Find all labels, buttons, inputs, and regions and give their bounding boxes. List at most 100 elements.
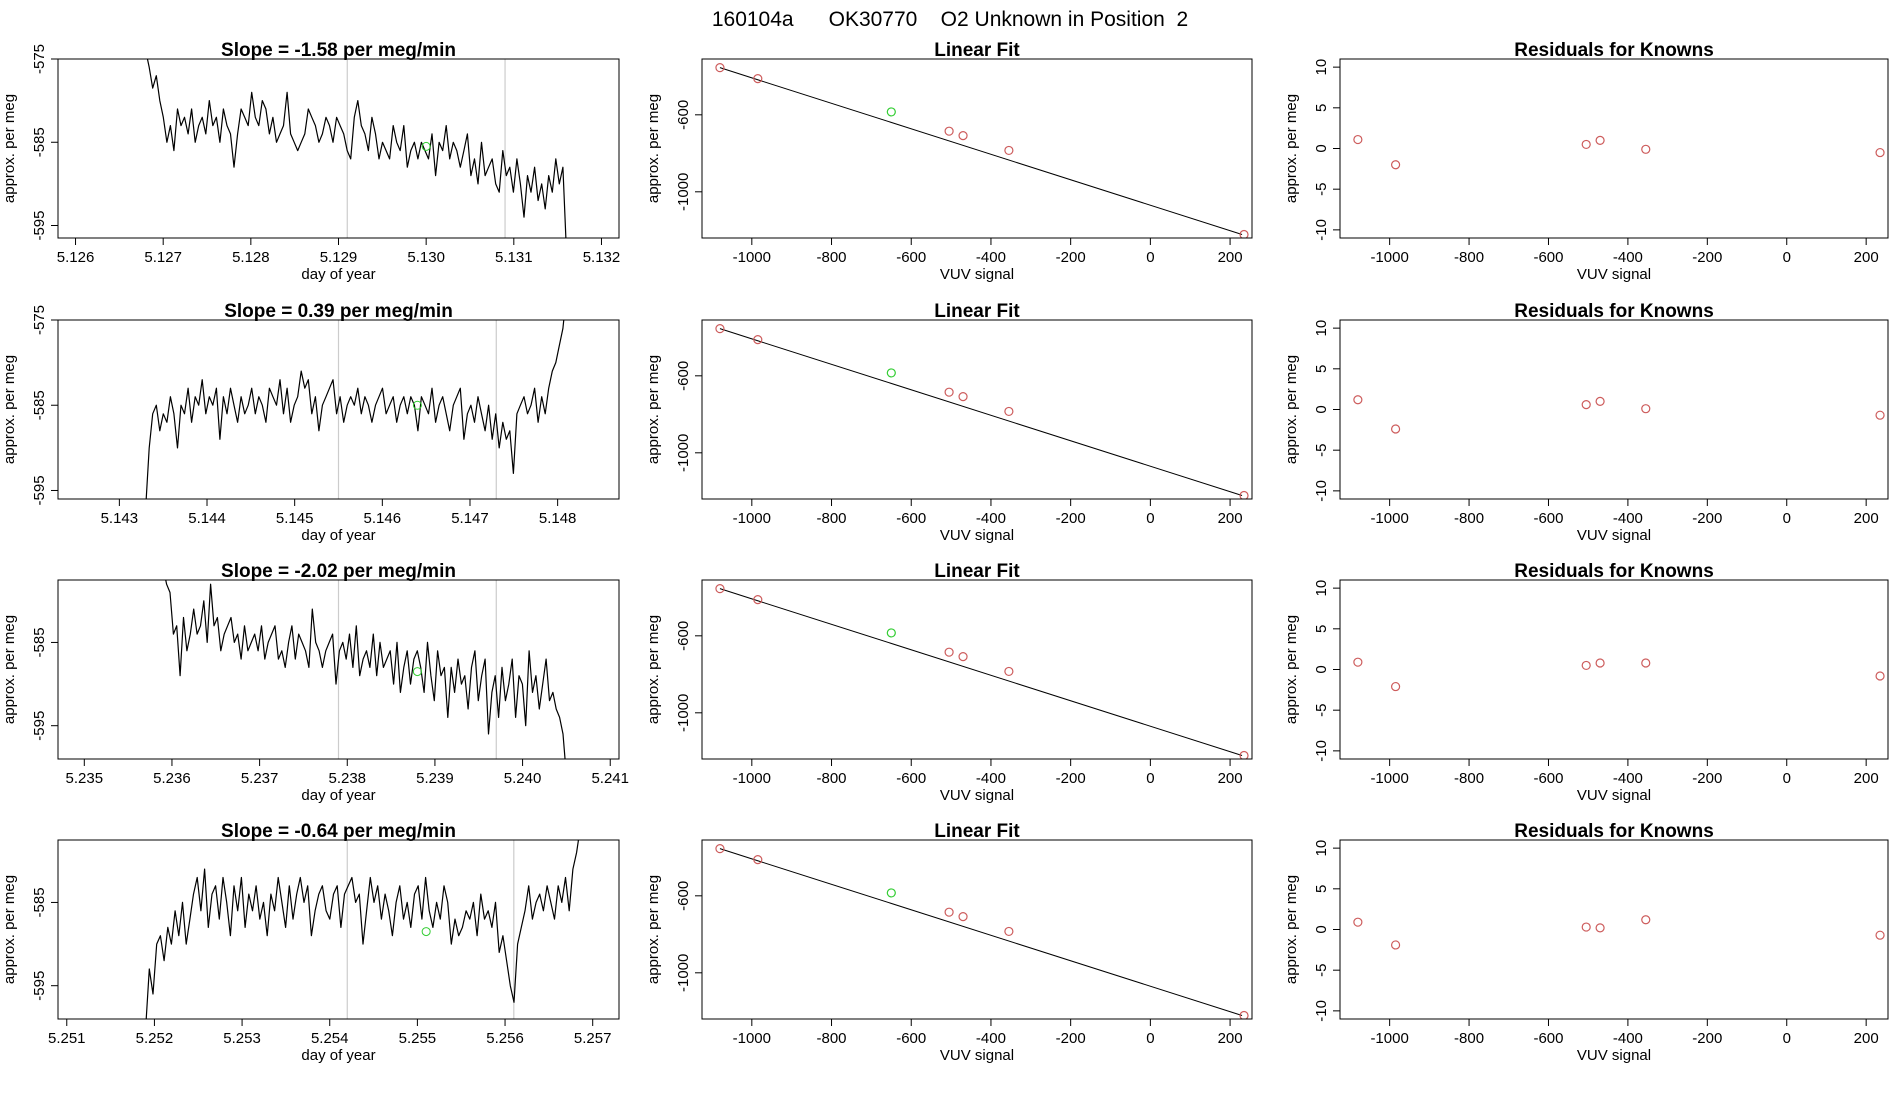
series-line: [146, 59, 567, 238]
x-tick-label: 5.240: [504, 770, 542, 787]
x-tick-label: 5.145: [276, 510, 314, 527]
known-point: [753, 855, 763, 865]
panel-r1-c2: Linear Fit -1000 -800 -600 -400 -200 0 200 -600 -…: [645, 40, 1253, 283]
panel-r4-c3-plot-area: [1353, 915, 1885, 950]
x-tick-label: 5.251: [48, 1030, 86, 1047]
plot-frame: [701, 319, 1253, 500]
panel-r1-c1-plot-area: [146, 59, 567, 238]
x-tick-label: 5.143: [101, 510, 139, 527]
x-tick-label: 0: [1146, 1030, 1154, 1047]
y-axis-label: approx. per meg: [645, 355, 662, 464]
known-point: [944, 907, 954, 917]
series-line: [145, 840, 580, 1019]
panel-title: Slope = -1.58 per meg/min: [221, 40, 456, 61]
fit-line: [719, 588, 1243, 757]
x-axis-label: VUV signal: [1577, 787, 1651, 804]
x-tick-label: -600: [896, 249, 926, 266]
x-axis-label: VUV signal: [940, 266, 1014, 283]
known-point: [1875, 671, 1885, 681]
x-tick-label: 5.241: [591, 770, 629, 787]
known-point: [1353, 395, 1363, 405]
x-axis-label: VUV signal: [1577, 527, 1651, 544]
y-tick-label: 5: [1313, 625, 1330, 633]
x-tick-label: 5.237: [241, 770, 279, 787]
y-tick-label: -585: [31, 390, 48, 420]
panel-title: Linear Fit: [934, 40, 1020, 61]
x-tick-label: -400: [1613, 510, 1643, 527]
known-point: [1875, 410, 1885, 420]
known-point: [958, 392, 968, 402]
known-point: [1875, 930, 1885, 940]
x-tick-label: 0: [1783, 1030, 1791, 1047]
y-tick-label: -595: [31, 711, 48, 741]
y-tick-label: 10: [1313, 580, 1330, 597]
known-point: [715, 584, 725, 594]
y-tick-label: -595: [31, 971, 48, 1001]
x-tick-label: 200: [1218, 510, 1243, 527]
plot-frame: [701, 839, 1253, 1020]
known-point: [753, 74, 763, 84]
plot-frame: [701, 58, 1253, 239]
x-tick-label: 5.257: [574, 1030, 612, 1047]
x-tick-label: -1000: [1370, 510, 1408, 527]
y-tick-label: 0: [1313, 144, 1330, 152]
unknown-marker: [421, 927, 431, 937]
x-axis-label: VUV signal: [1577, 1047, 1651, 1064]
known-point: [1239, 750, 1249, 759]
x-tick-label: -800: [1454, 510, 1484, 527]
known-point: [958, 912, 968, 922]
x-tick-label: -1000: [733, 510, 771, 527]
y-tick-label: 5: [1313, 104, 1330, 112]
y-tick-label: 5: [1313, 885, 1330, 893]
x-tick-label: -200: [1056, 770, 1086, 787]
y-tick-label: -595: [31, 210, 48, 240]
unknown-marker: [412, 667, 422, 677]
y-tick-label: -1000: [675, 954, 692, 992]
panel-r4-c3: Residuals for Knowns-1000 -800 -600 -400 -20…: [1283, 821, 1889, 1064]
y-axis-label: approx. per meg: [1283, 355, 1300, 464]
known-point: [1641, 144, 1651, 154]
y-tick-label: 10: [1313, 320, 1330, 337]
x-tick-label: -400: [1613, 249, 1643, 266]
y-tick-label: -5: [1313, 704, 1330, 717]
y-tick-label: -575: [31, 44, 48, 74]
panel-r2-c2: Linear Fit -1000 -800 -600 -400 -200 0 200 -600 -…: [645, 301, 1253, 544]
y-tick-label: -5: [1313, 183, 1330, 196]
x-tick-label: -1000: [733, 770, 771, 787]
y-tick-label: -595: [31, 475, 48, 505]
panel-r2-c1: Slope = 0.39 per meg/min 5.143 5.144 5.145 5…: [1, 301, 620, 544]
known-point: [1595, 135, 1605, 145]
y-axis-label: approx. per meg: [1, 615, 18, 724]
known-point: [1390, 160, 1401, 170]
y-axis-label: approx. per meg: [1283, 875, 1300, 984]
y-tick-label: -5: [1313, 444, 1330, 457]
x-tick-label: 5.146: [364, 510, 402, 527]
panel-title: Residuals for Knowns: [1514, 40, 1714, 61]
panel-r4-c2-plot-area: [715, 844, 1249, 1019]
plot-frame: [701, 579, 1253, 760]
y-tick-label: -1000: [675, 173, 692, 211]
known-point: [1595, 658, 1605, 668]
x-tick-label: -200: [1056, 249, 1086, 266]
panel-r4-c1: Slope = -0.64 per meg/min 5.251 5.252 5.253…: [1, 821, 620, 1064]
known-point: [958, 131, 968, 141]
panel-r3-c2-plot-area: [715, 584, 1249, 759]
known-point: [944, 387, 954, 397]
known-point: [958, 652, 968, 662]
x-tick-label: 0: [1146, 770, 1154, 787]
panel-r2-c3-plot-area: [1353, 395, 1885, 434]
x-tick-label: -400: [976, 510, 1006, 527]
x-tick-label: -200: [1692, 249, 1722, 266]
known-point: [1641, 404, 1651, 414]
panel-r3-c1-plot-area: [165, 580, 566, 759]
panel-r1-c2-plot-area: [715, 63, 1249, 238]
known-point: [1239, 1010, 1249, 1019]
x-axis-label: day of year: [301, 1047, 375, 1064]
panel-r4-c1-plot-area: [145, 840, 580, 1019]
x-tick-label: 5.127: [144, 249, 182, 266]
y-tick-label: -10: [1313, 1000, 1330, 1022]
x-tick-label: -200: [1056, 1030, 1086, 1047]
known-point: [1353, 917, 1363, 927]
y-tick-label: -600: [675, 361, 692, 391]
unknown-marker: [421, 141, 431, 151]
